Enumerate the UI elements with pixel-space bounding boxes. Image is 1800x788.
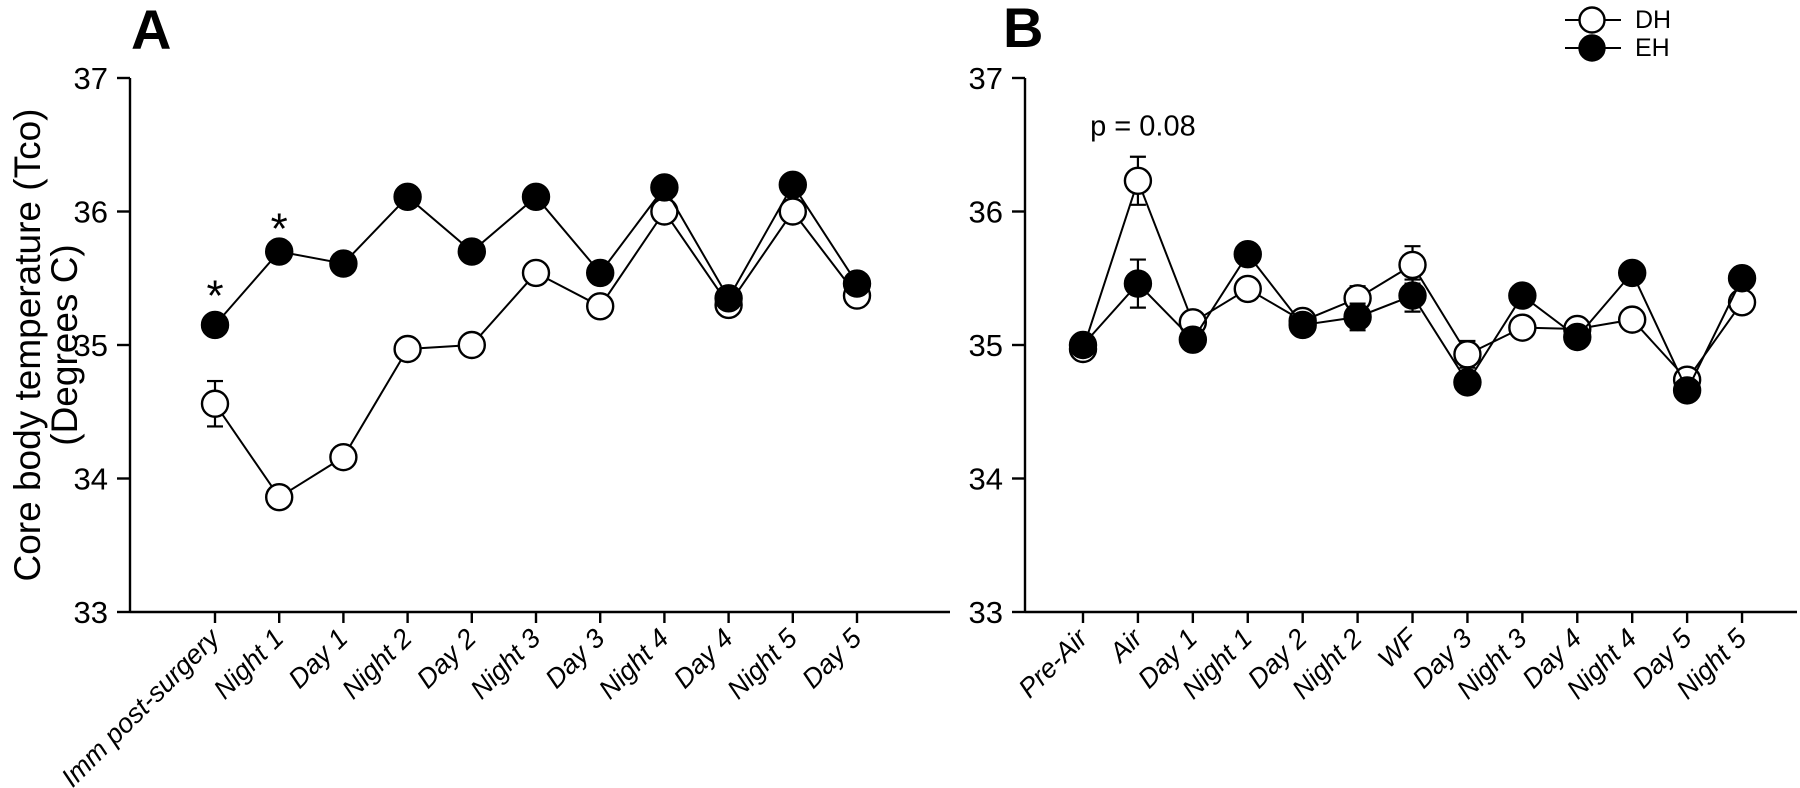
eh-filled-circle-icon xyxy=(1565,34,1621,62)
panel-a-dh-marker-2 xyxy=(329,442,358,472)
panel-a-y-tick-label: 36 xyxy=(74,195,108,230)
panel-a-series-dh xyxy=(200,197,872,512)
panel-b-title: B xyxy=(1003,0,1044,59)
panel-b-eh-marker-0 xyxy=(1068,330,1098,360)
panel-a-x-tick-label: Day 5 xyxy=(796,622,868,694)
legend-item-eh: EH xyxy=(1565,34,1671,62)
panel-a-dh-marker-3 xyxy=(393,334,422,364)
panel-b-eh-marker-7 xyxy=(1453,368,1482,397)
panel-b-eh-marker-5 xyxy=(1343,302,1372,332)
panel-a-annotation-significance: * xyxy=(206,271,223,320)
panel-a-eh-marker-10 xyxy=(842,269,872,298)
panel-b-eh-marker-4 xyxy=(1288,310,1317,340)
panel-b-eh-marker-3 xyxy=(1233,240,1262,269)
panel-b-eh-marker-6 xyxy=(1398,281,1427,310)
panel-a-x-tick-label: Night 4 xyxy=(593,623,675,705)
panel-b-dh-marker-6 xyxy=(1398,250,1427,280)
panel-b-eh-marker-1 xyxy=(1123,269,1153,298)
panel-a-title: A xyxy=(131,0,172,61)
panel-b-y-tick-label: 36 xyxy=(969,195,1003,230)
panel-b-eh-marker-11 xyxy=(1672,376,1702,405)
legend-label-dh: DH xyxy=(1635,5,1672,34)
panel-b-annotation-p-value: p = 0.08 xyxy=(1090,110,1196,142)
panel-b-dh-marker-7 xyxy=(1453,340,1482,369)
panel-b-series-eh xyxy=(1068,240,1757,405)
panel-b-dh-marker-3 xyxy=(1233,274,1262,304)
legend: DH EH xyxy=(1565,6,1671,62)
panel-a-x-tick-label: Night 5 xyxy=(721,622,803,704)
panel-a-eh-marker-9 xyxy=(778,170,807,200)
panel-a-eh-marker-3 xyxy=(393,182,422,212)
panel-b-series-dh xyxy=(1068,155,1757,394)
panel-b-eh-marker-10 xyxy=(1617,258,1647,288)
panel-b-dh-marker-10 xyxy=(1617,305,1647,334)
panel-a-eh-marker-7 xyxy=(650,173,679,202)
panel-a-eh-marker-5 xyxy=(521,182,551,212)
panel-b-x-tick-label: Pre-Air xyxy=(1013,622,1094,703)
dh-open-circle-icon xyxy=(1565,6,1621,34)
panel-a-y-tick-label: 33 xyxy=(74,595,108,630)
panel-b-y-tick-label: 35 xyxy=(969,328,1003,363)
panel-a-y-tick-label: 35 xyxy=(74,328,108,363)
panel-b-y-tick-label: 34 xyxy=(969,462,1003,497)
panel-b-dh-marker-1 xyxy=(1123,166,1153,195)
panel-a-x-tick-label: Night 2 xyxy=(336,623,418,705)
panel-a-y-tick-label: 34 xyxy=(74,462,108,497)
panel-a-eh-marker-6 xyxy=(586,258,615,288)
panel-a-x-tick-label: Imm post-surgery xyxy=(56,622,227,788)
panel-a-eh-marker-2 xyxy=(329,249,358,278)
panel-a-eh-marker-8 xyxy=(714,284,743,313)
panel-a-annotation-significance: * xyxy=(271,205,288,254)
panel-b-dh-marker-8 xyxy=(1508,313,1537,342)
panel-a-dh-line xyxy=(214,209,858,499)
panel-b-eh-marker-8 xyxy=(1508,281,1537,310)
panel-a-x-tick-label: Night 1 xyxy=(208,623,290,705)
panel-a-dh-marker-1 xyxy=(265,482,294,512)
panel-b-eh-marker-2 xyxy=(1178,325,1208,354)
panel-b-eh-marker-9 xyxy=(1563,322,1592,352)
panel-a-eh-marker-4 xyxy=(457,237,486,266)
legend-item-dh: DH xyxy=(1565,6,1671,34)
panel-b-dh-marker-12 xyxy=(1727,288,1757,317)
panel-a-dh-marker-4 xyxy=(457,330,486,360)
legend-label-eh: EH xyxy=(1635,33,1670,62)
panel-b-y-tick-label: 37 xyxy=(969,61,1003,96)
panel-a-eh-marker-1 xyxy=(265,237,294,266)
panel-a-dh-marker-6 xyxy=(586,292,615,321)
panel-a-dh-marker-5 xyxy=(521,258,551,288)
panel-a-y-tick-label: 37 xyxy=(74,61,108,96)
panel-b-eh-marker-12 xyxy=(1727,264,1757,293)
panel-a-dh-marker-0 xyxy=(200,389,230,418)
panel-b-y-tick-label: 33 xyxy=(969,595,1003,630)
panel-a-eh-marker-0 xyxy=(200,310,230,340)
panel-a-x-tick-label: Night 3 xyxy=(465,623,547,705)
panel-a-series-eh xyxy=(200,170,872,340)
